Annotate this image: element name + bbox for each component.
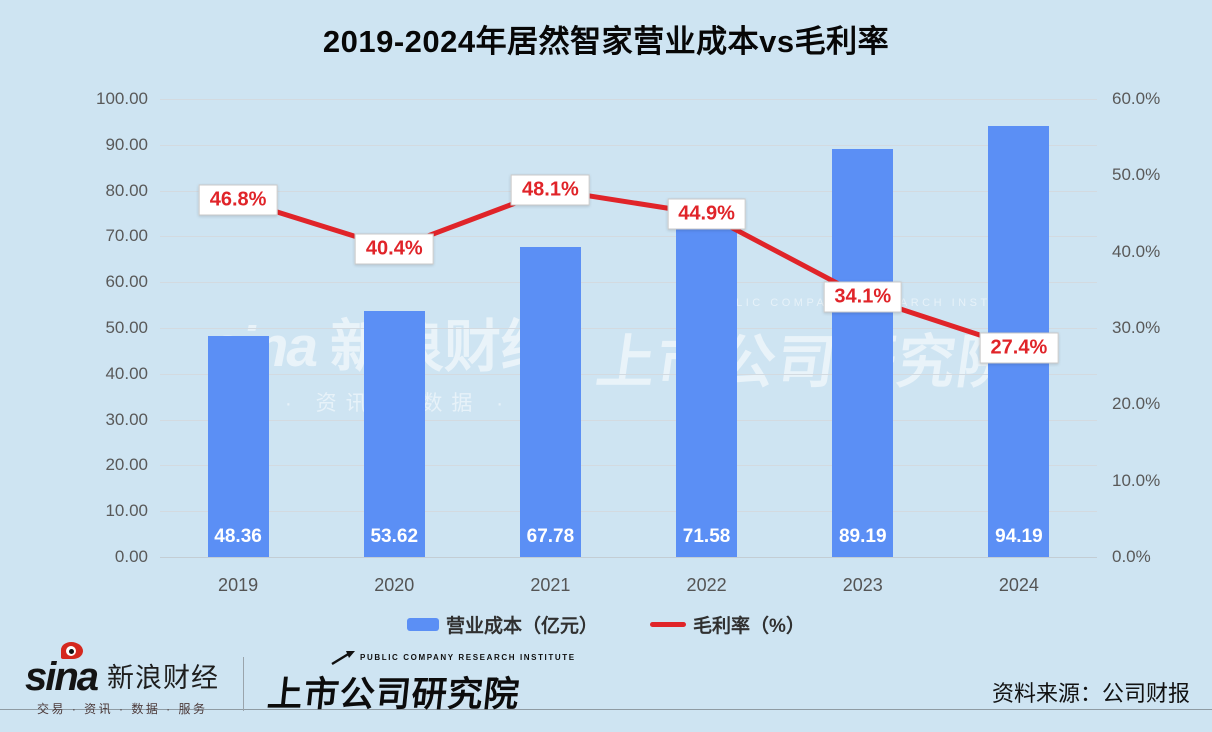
data-source: 资料来源：公司财报: [991, 681, 1190, 706]
line-point-label-2024: 27.4%: [979, 332, 1059, 364]
bar-value-label: 48.36: [214, 525, 262, 547]
sina-wordmark: sina: [25, 655, 99, 699]
y-axis-tick-left: 80.00: [105, 180, 148, 200]
y-axis-tick-left: 20.00: [105, 455, 148, 475]
x-axis-label-2024: 2024: [998, 575, 1039, 595]
gridline: [160, 328, 1097, 329]
y-axis-tick-right: 40.0%: [1112, 241, 1161, 261]
x-axis-label-2023: 2023: [842, 575, 883, 595]
y-axis-tick-left: 50.00: [105, 318, 148, 337]
y-axis-tick-left: 30.00: [105, 409, 148, 429]
gridline: [160, 99, 1097, 100]
bar-value-label: 71.58: [682, 525, 731, 547]
y-axis-tick-left: 90.00: [105, 134, 148, 154]
line-series-swatch: [650, 622, 687, 627]
gridline: [160, 419, 1097, 421]
footer-vertical-divider: [243, 656, 245, 711]
gridline: [160, 236, 1097, 238]
bar-2022: 71.58: [676, 229, 738, 557]
gridline: [160, 511, 1097, 513]
plot-area: 48.36 53.62 67.78 71.58 89.19 94.19 2019 2020 20…: [160, 99, 1097, 595]
institute-logo: PUBLIC COMPANY RESEARCH INSTITUTE 上市公司研究…: [265, 650, 576, 717]
y-axis-tick-right: 50.0%: [1112, 165, 1161, 185]
y-axis-tick-left: 60.00: [105, 272, 148, 292]
y-axis-tick-right: 30.0%: [1112, 318, 1161, 337]
bar-value-label: 94.19: [995, 525, 1043, 547]
institute-english: PUBLIC COMPANY RESEARCH INSTITUTE: [360, 653, 576, 662]
institute-brand: 上市公司研究院: [265, 674, 522, 714]
y-axis-tick-right: 10.0%: [1112, 470, 1161, 490]
footer: sina 新浪财经 交易 · 资讯 · 数据 · 服务 PUBLIC COMPA…: [25, 642, 576, 717]
gridline: [160, 373, 1097, 375]
bar-value-label: 89.19: [838, 525, 887, 547]
bar-value-label: 53.62: [370, 525, 419, 547]
line-point-label-2021: 48.1%: [511, 174, 590, 206]
y-axis-tick-right: 60.0%: [1112, 89, 1161, 108]
y-axis-tick-left: 40.00: [105, 363, 148, 383]
line-point-label-2020: 40.4%: [354, 233, 434, 265]
footer-rule: [0, 709, 1212, 710]
x-axis-label-2021: 2021: [530, 575, 571, 595]
gridline: [160, 465, 1097, 467]
gridline: [160, 557, 1097, 558]
y-axis-tick-right: 20.0%: [1112, 394, 1161, 414]
bar-2023: 89.19: [832, 148, 894, 557]
x-axis-label-2019: 2019: [218, 575, 259, 595]
bar-2021: 67.78: [519, 246, 581, 557]
legend-label-line-series: 毛利率（%）: [693, 616, 805, 637]
chart-title: 2019-2024年居然智家营业成本vs毛利率: [322, 24, 890, 59]
legend: 营业成本（亿元） 毛利率（%）: [0, 611, 1212, 638]
sina-brand-cn: 新浪财经: [107, 663, 220, 693]
y-axis-tick-left: 10.00: [105, 501, 148, 521]
line-point-label-2019: 46.8%: [198, 184, 278, 216]
gridline: [160, 190, 1097, 192]
y-axis-tick-right: 0.0%: [1112, 547, 1151, 566]
bar-2020: 53.62: [363, 311, 425, 557]
gridline: [160, 282, 1097, 284]
legend-label-bar-series: 营业成本（亿元）: [446, 616, 599, 637]
bar-2019: 48.36: [207, 335, 269, 557]
legend-item-line-series: 毛利率（%）: [650, 611, 805, 638]
x-axis-label-2022: 2022: [686, 575, 727, 595]
y-axis-tick-left: 100.00: [96, 89, 148, 108]
sina-logo: sina 新浪财经 交易 · 资讯 · 数据 · 服务: [25, 642, 220, 717]
line-point-label-2022: 44.9%: [667, 198, 746, 230]
gross-margin-line: [237, 187, 1020, 351]
sina-tagline: 交易 · 资讯 · 数据 · 服务: [37, 702, 208, 716]
bar-series-swatch: [407, 618, 440, 631]
x-axis-label-2020: 2020: [374, 575, 415, 595]
legend-item-bar-series: 营业成本（亿元）: [407, 611, 598, 638]
y-axis-tick-left: 0.00: [114, 547, 148, 566]
line-point-label-2023: 34.1%: [823, 281, 903, 313]
gridline: [160, 144, 1097, 146]
rising-arrow-icon: [331, 650, 356, 665]
y-axis-tick-left: 70.00: [105, 226, 148, 246]
sina-eye-icon: [61, 642, 83, 659]
bar-value-label: 67.78: [526, 525, 575, 547]
line-path: [237, 187, 1020, 351]
